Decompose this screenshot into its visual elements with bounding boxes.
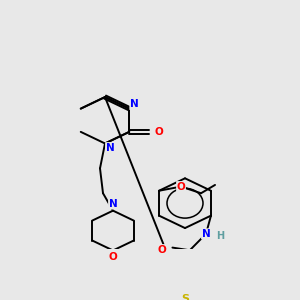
Text: O: O bbox=[158, 244, 166, 255]
Text: O: O bbox=[109, 252, 117, 262]
Text: N: N bbox=[202, 229, 210, 239]
Text: N: N bbox=[106, 142, 114, 153]
Text: O: O bbox=[177, 182, 185, 192]
Text: O: O bbox=[155, 127, 164, 137]
Text: N: N bbox=[109, 199, 117, 209]
Text: H: H bbox=[216, 231, 224, 242]
Text: N: N bbox=[130, 100, 139, 110]
Text: S: S bbox=[181, 294, 189, 300]
